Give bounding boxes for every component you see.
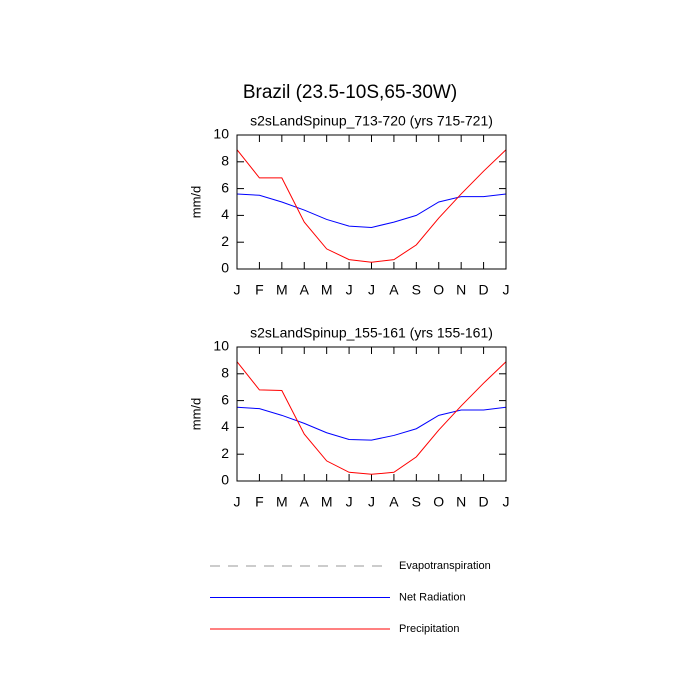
y-tick-label: 8: [221, 153, 229, 169]
y-tick-label: 8: [221, 365, 229, 381]
plot-frame: [236, 134, 507, 270]
x-tick-label: M: [321, 282, 333, 298]
y-tick-label: 10: [213, 338, 229, 354]
y-axis-label: mm/d: [188, 186, 203, 219]
x-tick-label: M: [321, 494, 333, 510]
x-tick-label: D: [479, 494, 489, 510]
y-tick-label: 2: [221, 233, 229, 249]
x-tick-label: J: [234, 494, 241, 510]
y-tick-label: 4: [221, 206, 229, 222]
x-tick-label: A: [300, 494, 310, 510]
x-tick-label: N: [456, 282, 466, 298]
x-tick-label: J: [368, 282, 375, 298]
x-tick-label: N: [456, 494, 466, 510]
y-tick-label: 10: [213, 126, 229, 142]
x-tick-label: J: [346, 282, 353, 298]
x-tick-label: A: [389, 494, 399, 510]
x-tick-label: S: [412, 282, 421, 298]
x-tick-label: J: [346, 494, 353, 510]
x-tick-label: M: [276, 282, 288, 298]
series-line: [236, 193, 507, 228]
x-tick-label: M: [276, 494, 288, 510]
legend-label: Precipitation: [399, 623, 460, 635]
x-tick-label: O: [433, 282, 444, 298]
plot-frame: [236, 346, 507, 482]
panel-title: s2sLandSpinup_155-161 (yrs 155-161): [250, 325, 493, 341]
y-tick-label: 0: [221, 472, 229, 488]
y-tick-label: 6: [221, 391, 229, 407]
x-tick-label: A: [389, 282, 399, 298]
y-tick-label: 4: [221, 418, 229, 434]
chart-title: Brazil (23.5-10S,65-30W): [243, 82, 457, 103]
y-tick-label: 6: [221, 179, 229, 195]
x-tick-label: J: [368, 494, 375, 510]
x-tick-label: D: [479, 282, 489, 298]
legend-label: Net Radiation: [399, 591, 466, 603]
x-tick-label: S: [412, 494, 421, 510]
x-tick-label: O: [433, 494, 444, 510]
y-axis-label: mm/d: [188, 398, 203, 431]
x-tick-label: F: [255, 282, 264, 298]
x-tick-label: A: [300, 282, 310, 298]
x-tick-label: J: [503, 494, 510, 510]
series-line: [236, 361, 507, 475]
series-line: [236, 149, 507, 263]
y-tick-label: 0: [221, 260, 229, 276]
y-tick-label: 2: [221, 445, 229, 461]
series-line: [236, 406, 507, 441]
x-tick-label: F: [255, 494, 264, 510]
panel-title: s2sLandSpinup_713-720 (yrs 715-721): [250, 113, 493, 129]
x-tick-label: J: [234, 282, 241, 298]
legend-label: Evapotranspiration: [399, 560, 491, 572]
x-tick-label: J: [503, 282, 510, 298]
